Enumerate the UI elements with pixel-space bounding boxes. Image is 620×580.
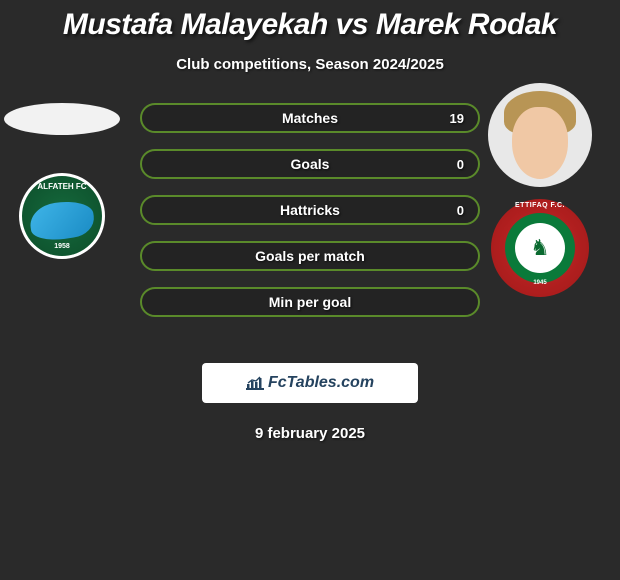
horse-icon: ♞	[530, 235, 550, 261]
stat-label: Matches	[282, 110, 338, 126]
club-left-badge: ALFATEH FC 1958	[19, 173, 105, 259]
bar-chart-icon	[246, 376, 264, 390]
stat-value-right: 19	[450, 111, 464, 126]
stat-row-goals-per-match: Goals per match	[140, 241, 480, 271]
date-label: 9 february 2025	[0, 425, 620, 442]
stat-label: Hattricks	[280, 202, 340, 218]
player-left-column: ALFATEH FC 1958	[2, 83, 122, 259]
content-area: ALFATEH FC 1958 Matches 19 Goals 0 Hattr…	[0, 103, 620, 353]
site-attribution-panel: FcTables.com	[202, 363, 418, 403]
site-name: FcTables.com	[268, 374, 374, 392]
club-left-wave-icon	[28, 197, 96, 242]
stat-label: Goals	[291, 156, 330, 172]
club-left-name: ALFATEH FC	[22, 182, 102, 191]
player-right-avatar	[488, 83, 592, 187]
stat-row-matches: Matches 19	[140, 103, 480, 133]
subtitle: Club competitions, Season 2024/2025	[0, 56, 620, 73]
stat-row-hattricks: Hattricks 0	[140, 195, 480, 225]
player-right-column: ETTIFAQ F.C. ♞ 1945	[480, 83, 600, 291]
club-left-year: 1958	[22, 243, 102, 250]
stat-value-right: 0	[457, 203, 464, 218]
stat-label: Min per goal	[269, 294, 351, 310]
player-left-avatar	[4, 103, 120, 135]
club-right-name: ETTIFAQ F.C.	[491, 202, 589, 209]
stat-label: Goals per match	[255, 248, 365, 264]
club-right-badge: ETTIFAQ F.C. ♞ 1945	[497, 205, 583, 291]
stat-bars: Matches 19 Goals 0 Hattricks 0 Goals per…	[140, 103, 480, 333]
stat-value-right: 0	[457, 157, 464, 172]
stat-row-min-per-goal: Min per goal	[140, 287, 480, 317]
avatar-face-icon	[512, 107, 568, 179]
page-title: Mustafa Malayekah vs Marek Rodak	[0, 0, 620, 42]
club-right-year: 1945	[491, 280, 589, 286]
stat-row-goals: Goals 0	[140, 149, 480, 179]
